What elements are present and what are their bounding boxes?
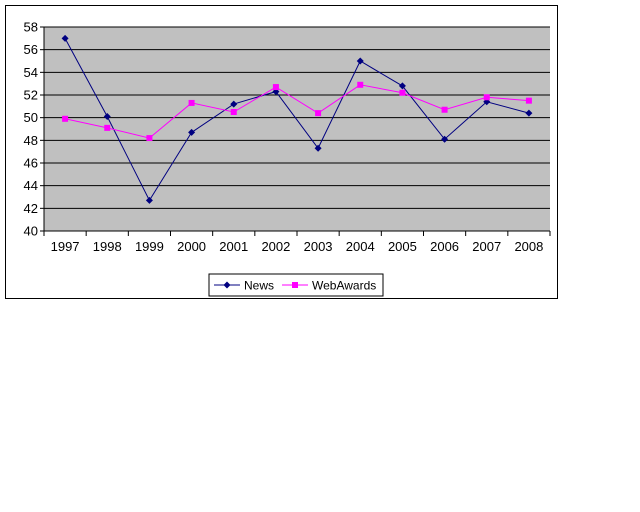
data-point-webawards (62, 115, 69, 122)
data-point-webawards (188, 99, 195, 106)
series-line-news (64, 38, 530, 202)
y-tick-label: 50 (24, 110, 38, 125)
x-axis-tick-marks (43, 231, 551, 236)
legend-news-marker (223, 281, 231, 289)
data-point-news (188, 128, 196, 136)
y-tick-label: 44 (24, 178, 38, 193)
legend-webawards-marker (292, 282, 298, 288)
data-point-news (103, 113, 111, 121)
series-line-webawards (64, 84, 529, 139)
data-point-news (61, 34, 69, 42)
y-axis-tick-marks (40, 26, 44, 232)
data-point-webawards (230, 109, 237, 115)
x-tick-label: 2008 (514, 239, 543, 254)
plot-area (44, 27, 550, 231)
data-point-news (356, 57, 364, 65)
data-point-news (441, 135, 449, 143)
x-tick-label: 1999 (135, 239, 164, 254)
x-tick-label: 1997 (51, 239, 80, 254)
x-tick-label: 2005 (388, 239, 417, 254)
gridlines (44, 26, 550, 232)
x-axis-tick-labels: 1997 1998 1999 2000 2001 2002 2003 2004 2005 2006… (51, 239, 544, 254)
legend: News WebAwards (208, 273, 384, 297)
x-tick-label: 2003 (304, 239, 333, 254)
data-point-news (314, 144, 322, 152)
data-point-webawards (104, 124, 111, 131)
line-chart: 40 42 44 46 48 50 52 54 56 58 1997 1998 1999 2000 200… (24, 20, 551, 297)
x-tick-label: 2002 (261, 239, 290, 254)
data-point-news (230, 100, 238, 108)
y-tick-label: 54 (24, 65, 38, 80)
data-point-webawards (483, 94, 490, 101)
data-point-webawards (357, 81, 364, 88)
x-tick-label: 1998 (93, 239, 122, 254)
data-point-news (525, 109, 533, 117)
data-point-webawards (441, 106, 448, 113)
data-point-webawards (399, 89, 406, 96)
data-point-webawards (315, 110, 322, 117)
y-tick-label: 58 (24, 20, 38, 35)
x-tick-label: 2006 (430, 239, 459, 254)
data-point-news (145, 196, 153, 204)
chart-area: 40 42 44 46 48 50 52 54 56 58 1997 1998 1999 2000 200… (5, 5, 558, 299)
y-tick-label: 52 (24, 88, 38, 103)
x-tick-label: 2007 (472, 239, 501, 254)
legend-news-label: News (244, 279, 274, 293)
y-tick-label: 46 (24, 156, 38, 171)
data-point-webawards (146, 135, 153, 142)
y-axis-tick-labels: 40 42 44 46 48 50 52 54 56 58 (24, 20, 38, 239)
x-tick-label: 2000 (177, 239, 206, 254)
x-tick-label: 2001 (219, 239, 248, 254)
y-tick-label: 56 (24, 42, 38, 57)
x-tick-label: 2004 (346, 239, 375, 254)
data-point-news (398, 82, 406, 90)
data-point-webawards (272, 84, 279, 91)
legend-webawards-label: WebAwards (312, 279, 376, 293)
y-tick-label: 42 (24, 201, 38, 216)
data-point-webawards (525, 97, 532, 104)
series-layer (61, 34, 533, 204)
y-tick-label: 40 (24, 224, 38, 239)
y-tick-label: 48 (24, 133, 38, 148)
